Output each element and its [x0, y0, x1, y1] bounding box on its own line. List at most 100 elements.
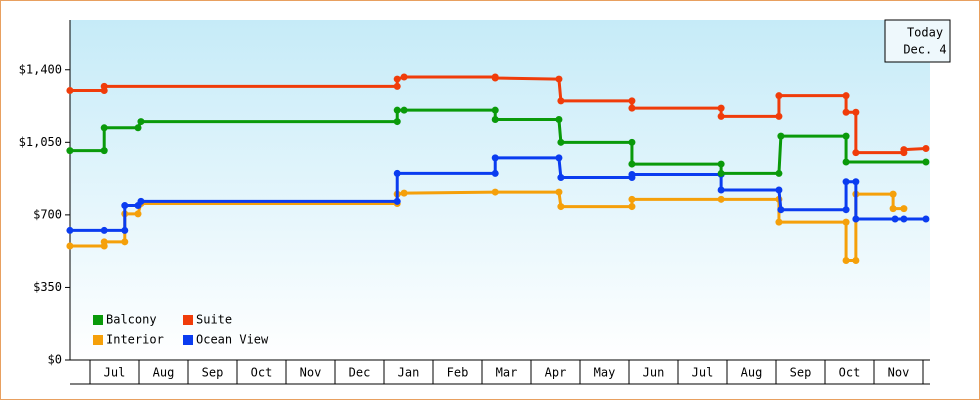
- point: [775, 169, 783, 177]
- point: [393, 169, 401, 177]
- point: [491, 169, 499, 177]
- x-tick-label: Jun: [643, 366, 665, 380]
- point: [400, 73, 408, 81]
- layer: $0 $350 $700 $1,050 $1,400 Jul Aug Sep Oct Nov Dec…: [19, 20, 930, 385]
- point: [555, 154, 563, 162]
- point: [891, 215, 899, 223]
- x-tick-label: Jul: [104, 366, 126, 380]
- point: [393, 197, 401, 205]
- today-label: Today: [907, 26, 943, 40]
- point: [137, 118, 145, 126]
- point: [900, 215, 908, 223]
- today-frame: [884, 19, 951, 63]
- x-tick-label: Aug: [153, 366, 175, 380]
- point: [842, 256, 850, 264]
- point: [922, 215, 930, 223]
- today-box: Today Dec. 4: [884, 19, 951, 63]
- point: [121, 238, 129, 246]
- point: [66, 86, 74, 94]
- point: [137, 197, 145, 205]
- point: [717, 160, 725, 168]
- point: [393, 75, 401, 83]
- point: [100, 238, 108, 246]
- point: [491, 74, 499, 82]
- point: [557, 174, 565, 182]
- point: [491, 116, 499, 124]
- x-tick-label: Dec: [349, 366, 371, 380]
- point: [555, 188, 563, 196]
- point: [557, 203, 565, 211]
- y-tick-label: $1,400: [19, 62, 62, 76]
- point: [491, 188, 499, 196]
- point: [922, 158, 930, 166]
- legend-swatch: [183, 335, 193, 345]
- point: [775, 218, 783, 226]
- point: [777, 132, 785, 140]
- x-tick-label: Aug: [741, 366, 763, 380]
- x-tick-label: Sep: [790, 366, 812, 380]
- point: [852, 108, 860, 116]
- point: [842, 158, 850, 166]
- point: [628, 160, 636, 168]
- point: [852, 215, 860, 223]
- point: [842, 178, 850, 186]
- x-tick-label: Jan: [398, 366, 420, 380]
- legend-swatch: [93, 315, 103, 325]
- point: [842, 218, 850, 226]
- point: [628, 170, 636, 178]
- y-tick-label: $700: [33, 207, 62, 221]
- x-tick-label: Sep: [202, 366, 224, 380]
- x-tick-label: Oct: [839, 366, 861, 380]
- y-tick-label: $350: [33, 280, 62, 294]
- point: [121, 202, 129, 210]
- legend-label: Balcony: [106, 313, 157, 327]
- point: [922, 145, 930, 153]
- point: [852, 256, 860, 264]
- x-tick-label: Apr: [545, 366, 567, 380]
- legend-label: Interior: [106, 333, 164, 347]
- legend-label: Suite: [196, 313, 232, 327]
- point: [717, 195, 725, 203]
- point: [100, 124, 108, 132]
- legend-label: Ocean View: [196, 333, 269, 347]
- point: [555, 116, 563, 124]
- point: [717, 186, 725, 194]
- x-tick-label: Oct: [251, 366, 273, 380]
- point: [557, 138, 565, 146]
- x-tick-label: May: [594, 366, 616, 380]
- point: [900, 205, 908, 213]
- point: [842, 108, 850, 116]
- point: [628, 97, 636, 105]
- point: [842, 132, 850, 140]
- point: [121, 226, 129, 234]
- point: [100, 82, 108, 90]
- point: [400, 106, 408, 114]
- point: [100, 226, 108, 234]
- point: [393, 106, 401, 114]
- point: [628, 195, 636, 203]
- point: [775, 112, 783, 120]
- point: [66, 226, 74, 234]
- point: [557, 97, 565, 105]
- today-date: Dec. 4: [903, 43, 946, 57]
- point: [134, 210, 142, 218]
- point: [717, 112, 725, 120]
- point: [555, 75, 563, 83]
- plot-area: [70, 20, 930, 360]
- point: [717, 169, 725, 177]
- x-tick-label: Mar: [496, 366, 518, 380]
- point: [393, 118, 401, 126]
- y-tick-label: $0: [48, 353, 62, 367]
- point: [889, 190, 897, 198]
- x-tick-label: Feb: [447, 366, 469, 380]
- x-tick-label: Jul: [692, 366, 714, 380]
- point: [842, 206, 850, 214]
- point: [777, 206, 785, 214]
- point: [775, 186, 783, 194]
- point: [852, 149, 860, 157]
- point: [775, 92, 783, 100]
- point: [889, 205, 897, 213]
- point: [66, 147, 74, 155]
- legend-swatch: [183, 315, 193, 325]
